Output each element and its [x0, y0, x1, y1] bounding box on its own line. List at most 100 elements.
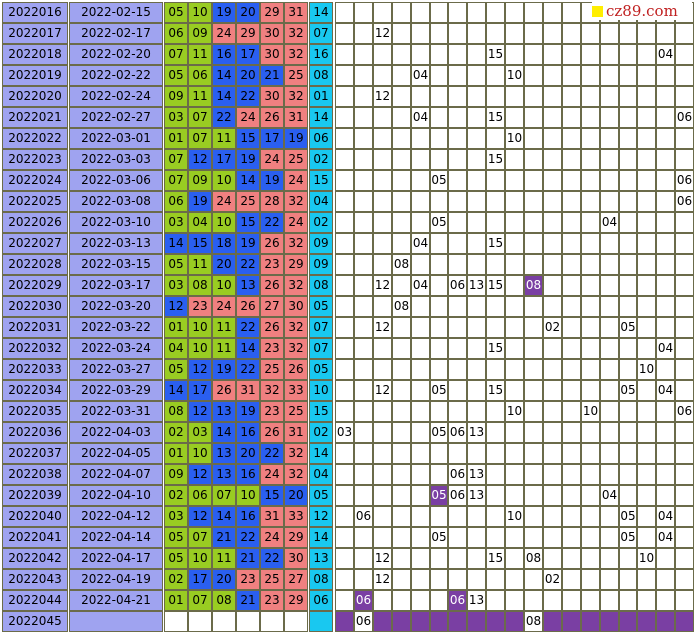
empty-cell [562, 149, 581, 170]
empty-cell [637, 464, 656, 485]
empty-cell [600, 191, 619, 212]
red-ball: 25 [284, 65, 308, 86]
empty-cell [581, 485, 600, 506]
empty-cell [373, 128, 392, 149]
empty-cell [656, 86, 675, 107]
red-ball: 12 [188, 506, 212, 527]
empty-cell [448, 212, 467, 233]
empty-cell [637, 44, 656, 65]
empty-cell [411, 443, 430, 464]
red-ball-empty [236, 611, 260, 632]
trend-hit: 04 [656, 506, 675, 527]
empty-cell [505, 275, 524, 296]
empty-cell [581, 233, 600, 254]
empty-cell [600, 23, 619, 44]
red-ball: 04 [164, 338, 188, 359]
empty-cell [600, 296, 619, 317]
blue-ball: 08 [309, 65, 333, 86]
draw-date: 2022-04-14 [69, 527, 163, 548]
trend-hit: 10 [505, 401, 524, 422]
empty-cell [430, 506, 448, 527]
blue-ball: 14 [309, 2, 333, 23]
empty-cell [675, 569, 694, 590]
empty-cell [373, 149, 392, 170]
empty-cell [656, 212, 675, 233]
empty-cell [354, 128, 373, 149]
draw-date: 2022-03-27 [69, 359, 163, 380]
empty-cell [619, 275, 637, 296]
issue-number: 2022016 [2, 2, 68, 23]
empty-cell [430, 86, 448, 107]
empty-cell [486, 590, 505, 611]
trend-hit: 10 [505, 65, 524, 86]
empty-cell [373, 590, 392, 611]
empty-cell [467, 86, 486, 107]
empty-cell [600, 443, 619, 464]
red-ball: 31 [260, 506, 284, 527]
red-ball: 07 [212, 485, 236, 506]
empty-cell [448, 569, 467, 590]
blue-ball: 04 [309, 191, 333, 212]
empty-cell [675, 275, 694, 296]
issue-number: 2022027 [2, 233, 68, 254]
forecast-bar [467, 611, 486, 632]
empty-cell [430, 107, 448, 128]
empty-cell [411, 527, 430, 548]
blue-ball: 13 [309, 548, 333, 569]
red-ball: 32 [284, 23, 308, 44]
empty-cell [505, 317, 524, 338]
red-ball: 27 [284, 569, 308, 590]
red-ball: 32 [284, 233, 308, 254]
red-ball: 29 [260, 2, 284, 23]
empty-cell [505, 254, 524, 275]
forecast-bar [619, 611, 637, 632]
empty-cell [354, 485, 373, 506]
empty-cell [448, 527, 467, 548]
empty-cell [524, 149, 543, 170]
empty-cell [392, 317, 411, 338]
empty-cell [448, 86, 467, 107]
empty-cell [486, 212, 505, 233]
empty-cell [430, 275, 448, 296]
red-ball: 25 [236, 191, 260, 212]
red-ball: 22 [236, 86, 260, 107]
empty-cell [430, 590, 448, 611]
empty-cell [467, 65, 486, 86]
trend-hit: 15 [486, 107, 505, 128]
empty-cell [600, 233, 619, 254]
empty-cell [430, 569, 448, 590]
empty-cell [486, 191, 505, 212]
trend-hit: 15 [486, 233, 505, 254]
red-ball: 23 [260, 254, 284, 275]
draw-date: 2022-03-17 [69, 275, 163, 296]
blue-ball [309, 611, 333, 632]
empty-cell [467, 23, 486, 44]
empty-cell [373, 527, 392, 548]
blue-ball: 07 [309, 23, 333, 44]
empty-cell [656, 149, 675, 170]
empty-cell [430, 443, 448, 464]
empty-cell [543, 170, 562, 191]
red-ball: 20 [236, 443, 260, 464]
empty-cell [562, 23, 581, 44]
empty-cell [354, 422, 373, 443]
empty-cell [600, 128, 619, 149]
empty-cell [505, 590, 524, 611]
empty-cell [562, 527, 581, 548]
empty-cell [675, 128, 694, 149]
empty-cell [543, 65, 562, 86]
empty-cell [543, 44, 562, 65]
empty-cell [354, 212, 373, 233]
trend-hit: 06 [675, 107, 694, 128]
empty-cell [619, 296, 637, 317]
red-ball: 10 [212, 275, 236, 296]
empty-cell [335, 548, 354, 569]
red-ball: 07 [164, 149, 188, 170]
red-ball: 11 [212, 548, 236, 569]
red-ball: 19 [212, 2, 236, 23]
empty-cell [335, 317, 354, 338]
empty-cell [619, 65, 637, 86]
red-ball: 32 [260, 380, 284, 401]
red-ball: 23 [236, 569, 260, 590]
empty-cell [562, 212, 581, 233]
